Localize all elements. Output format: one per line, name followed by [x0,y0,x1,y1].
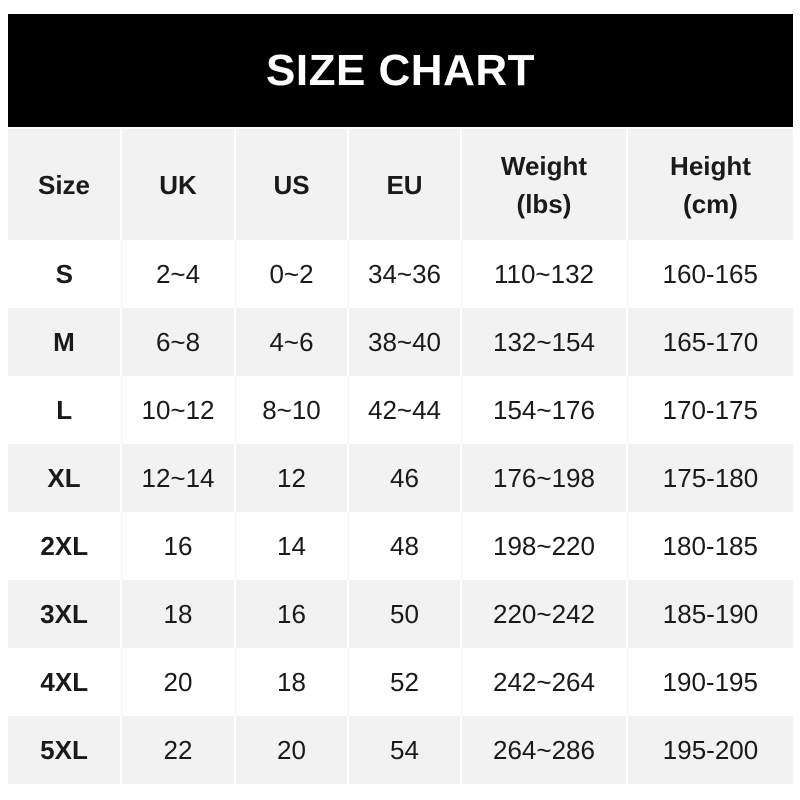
column-header-text: Height [670,150,751,181]
cell-us: 0~2 [234,240,348,308]
cell-us: 8~10 [234,376,348,444]
cell-uk: 16 [120,512,235,580]
cell-weight: 176~198 [460,444,627,512]
size-chart-table: Size UK US EU Weight (lbs) Height (cm) S 2~4 0~2 3… [8,129,793,784]
column-header-us: US [234,129,348,240]
cell-us: 4~6 [234,308,348,376]
cell-eu: 52 [347,648,461,716]
cell-uk: 2~4 [120,240,235,308]
cell-us: 16 [234,580,348,648]
cell-size: 2XL [8,512,121,580]
column-header-text: (lbs) [516,188,572,219]
cell-weight: 110~132 [460,240,627,308]
table-row: 4XL 20 18 52 242~264 190-195 [8,648,793,716]
table-row: 3XL 18 16 50 220~242 185-190 [8,580,793,648]
cell-height: 170-175 [626,376,793,444]
column-header-text: UK [159,169,197,200]
cell-eu: 46 [347,444,461,512]
cell-height: 180-185 [626,512,793,580]
column-header-text: US [273,169,310,200]
table-row: S 2~4 0~2 34~36 110~132 160-165 [8,240,793,308]
column-header-size: Size [8,129,121,240]
cell-size: 5XL [8,716,121,784]
cell-us: 18 [234,648,348,716]
cell-weight: 132~154 [460,308,627,376]
cell-us: 12 [234,444,348,512]
cell-height: 160-165 [626,240,793,308]
cell-us: 14 [234,512,348,580]
cell-size: 4XL [8,648,121,716]
header-row: Size UK US EU Weight (lbs) Height (cm) [8,129,793,240]
column-header-text: (cm) [683,188,738,219]
cell-height: 190-195 [626,648,793,716]
table-row: XL 12~14 12 46 176~198 175-180 [8,444,793,512]
cell-size: 3XL [8,580,121,648]
cell-eu: 50 [347,580,461,648]
cell-weight: 220~242 [460,580,627,648]
cell-size: M [8,308,121,376]
cell-eu: 42~44 [347,376,461,444]
table-row: 2XL 16 14 48 198~220 180-185 [8,512,793,580]
table-row: L 10~12 8~10 42~44 154~176 170-175 [8,376,793,444]
cell-uk: 18 [120,580,235,648]
cell-uk: 20 [120,648,235,716]
column-header-text: Size [37,169,91,200]
column-header-text: EU [386,169,423,200]
size-chart-title: SIZE CHART [8,14,793,127]
cell-eu: 54 [347,716,461,784]
cell-weight: 198~220 [460,512,627,580]
column-header-height: Height (cm) [626,129,793,240]
cell-eu: 34~36 [347,240,461,308]
cell-height: 175-180 [626,444,793,512]
cell-uk: 10~12 [120,376,235,444]
table-row: M 6~8 4~6 38~40 132~154 165-170 [8,308,793,376]
cell-size: XL [8,444,121,512]
cell-height: 185-190 [626,580,793,648]
cell-uk: 22 [120,716,235,784]
cell-size: L [8,376,121,444]
column-header-text: Weight [500,150,588,181]
cell-uk: 6~8 [120,308,235,376]
cell-weight: 242~264 [460,648,627,716]
cell-eu: 38~40 [347,308,461,376]
cell-us: 20 [234,716,348,784]
cell-weight: 154~176 [460,376,627,444]
cell-eu: 48 [347,512,461,580]
cell-uk: 12~14 [120,444,235,512]
column-header-eu: EU [347,129,461,240]
cell-size: S [8,240,121,308]
cell-weight: 264~286 [460,716,627,784]
column-header-weight: Weight (lbs) [460,129,627,240]
column-header-uk: UK [120,129,235,240]
table-row: 5XL 22 20 54 264~286 195-200 [8,716,793,784]
cell-height: 195-200 [626,716,793,784]
cell-height: 165-170 [626,308,793,376]
